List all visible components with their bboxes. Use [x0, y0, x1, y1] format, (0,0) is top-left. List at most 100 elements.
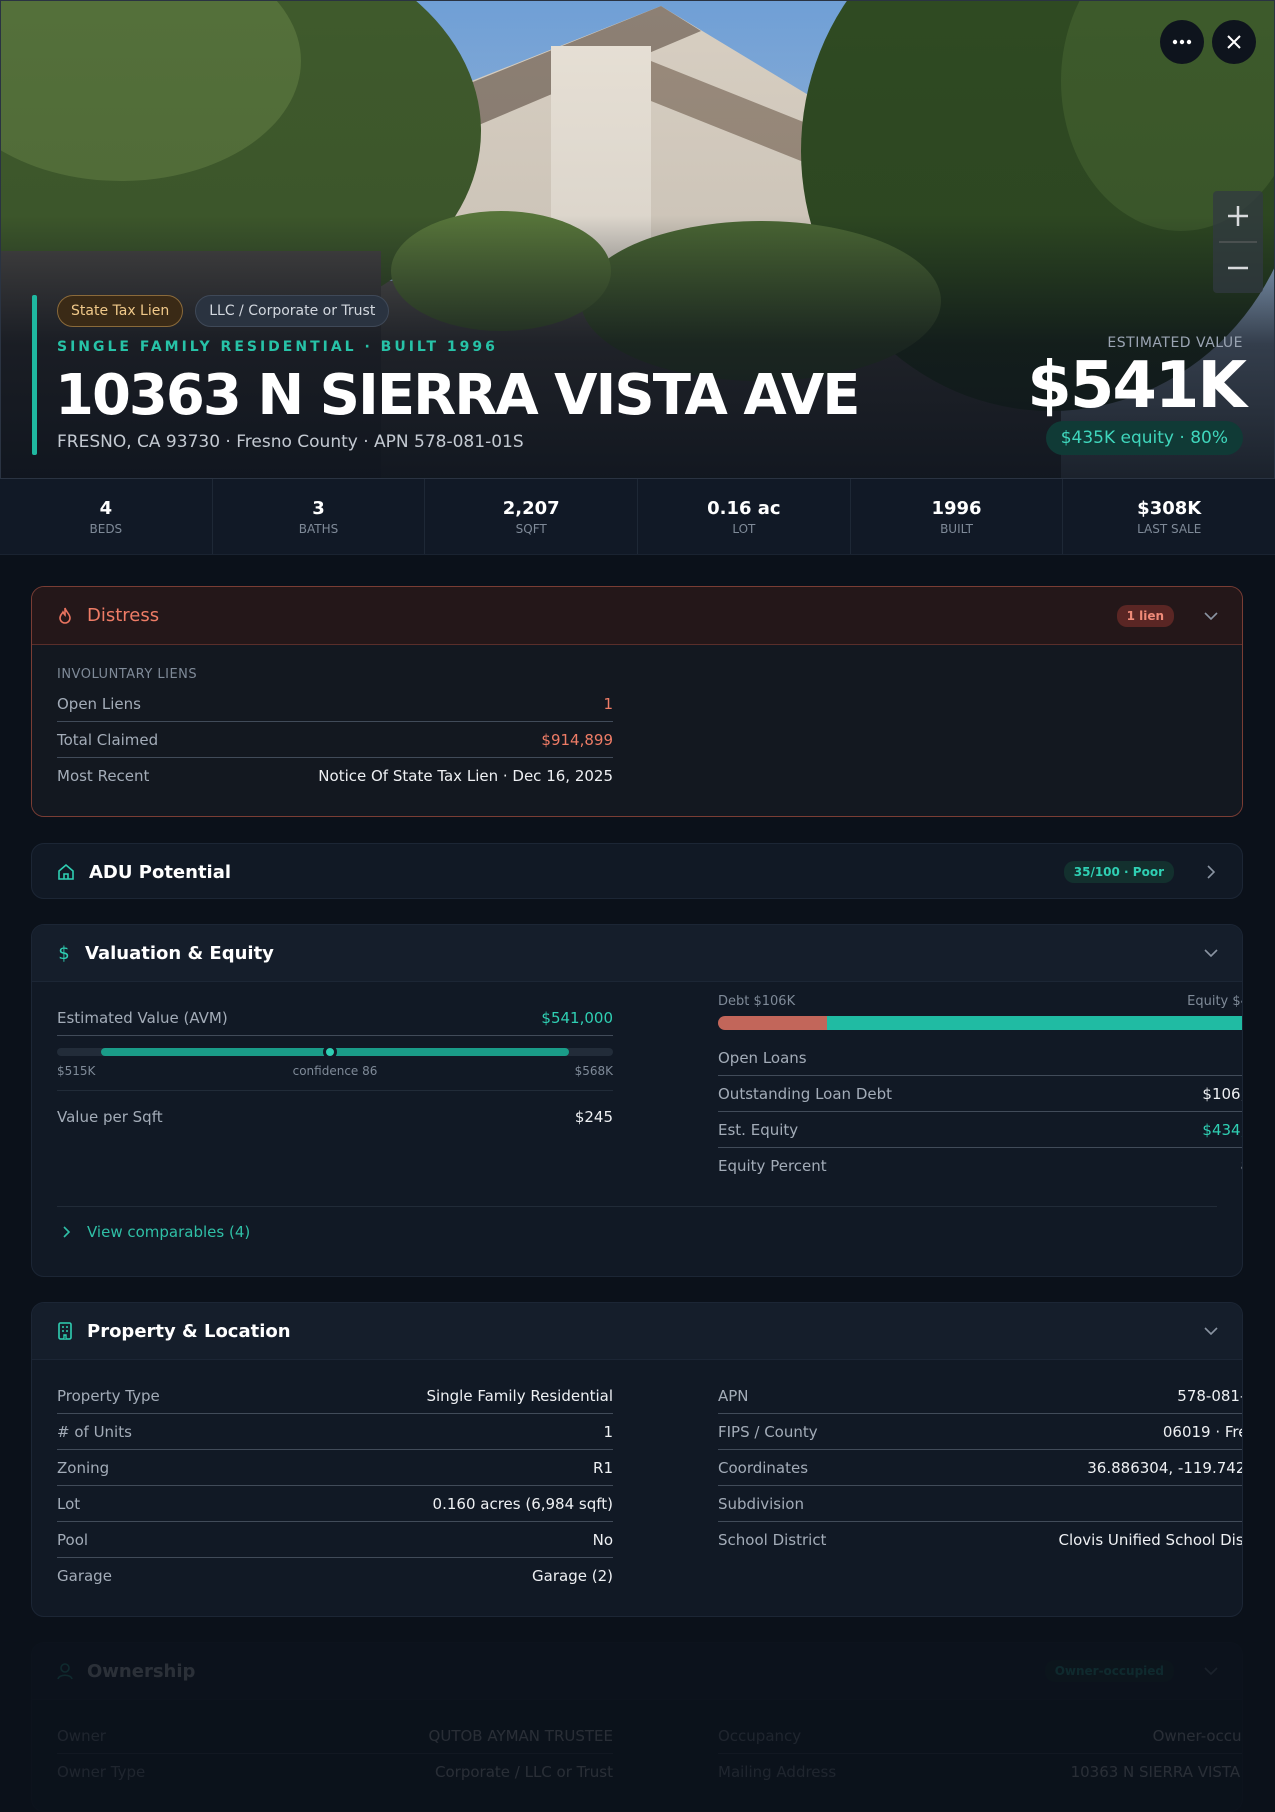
card-title: Distress	[87, 605, 160, 626]
hero-shade	[1, 1, 1274, 478]
stat-value: 4	[99, 498, 113, 519]
zoom-control	[1213, 191, 1263, 293]
score-badge: 35/100 · Poor	[1063, 861, 1174, 883]
row-label: APN	[718, 1386, 749, 1405]
equity-badge: $435K equity · 80%	[1045, 421, 1243, 455]
chevron	[1204, 1327, 1218, 1335]
detail-row: Owner Type Corporate / LLC or Trust	[57, 1754, 613, 1790]
columns: Owner QUTOB AYMAN TRUSTEE Owner Type Corpor…	[57, 1718, 1242, 1790]
columns: Estimated Value (AVM) $541,000 $515K con…	[57, 994, 1242, 1184]
row-label: Outstanding Loan Debt	[718, 1084, 892, 1103]
row-label: Equity Percent	[718, 1157, 827, 1175]
row-value: $914,899	[541, 730, 613, 749]
ownership-card: Ownership Owner-occupied Owner QUTOB AYMA…	[31, 1642, 1243, 1812]
detail-row: Property Type Single Family Residential	[57, 1378, 613, 1414]
svg-text:$: $	[58, 943, 69, 963]
row-value: R1	[593, 1458, 613, 1477]
detail-row: Outstanding Loan Debt $106,135	[718, 1076, 1242, 1112]
detail-row: Pool No	[57, 1522, 613, 1558]
row-label: Pool	[57, 1530, 89, 1549]
stat-label: LAST SALE	[1137, 522, 1202, 536]
chevron	[1204, 611, 1218, 620]
detail-row: Estimated Value (AVM) $541,000	[57, 1000, 613, 1036]
comparables-link[interactable]: View comparables (4)	[57, 1206, 1217, 1241]
stat-label: LOT	[732, 522, 756, 536]
row-label: Value per Sqft	[57, 1108, 163, 1126]
hero: State Tax Lien LLC / Corporate or Trust S…	[0, 0, 1275, 479]
detail-row: Mailing Address 10363 N SIERRA VISTA AVE	[718, 1754, 1242, 1790]
card-title: Valuation & Equity	[85, 942, 274, 964]
range-track	[57, 1045, 613, 1059]
detail-row: Garage Garage (2)	[57, 1558, 613, 1594]
card-header[interactable]: Property & Location	[32, 1303, 1242, 1359]
stat-cell: 0.16 ac LOT	[638, 479, 851, 554]
row-value: Notice Of State Tax Lien · Dec 16, 2025	[318, 767, 613, 785]
close-button[interactable]	[1212, 20, 1256, 64]
left-column: Owner QUTOB AYMAN TRUSTEE Owner Type Corpor…	[57, 1718, 613, 1790]
chevron	[1204, 949, 1218, 957]
occupancy-badge: Owner-occupied	[1044, 1660, 1174, 1682]
stat-cell: 3 BATHS	[213, 479, 426, 554]
stat-value: 2,207	[502, 498, 560, 519]
dollar-icon: $	[58, 943, 69, 963]
card-body: INVOLUNTARY LIENS Open Liens 1 Total Claim…	[32, 644, 1242, 816]
card-header[interactable]: $ Valuation & Equity	[32, 925, 1242, 981]
row-label: Property Type	[57, 1386, 160, 1405]
debt-label: Debt $106K	[718, 994, 796, 1009]
zoom-icons[interactable]	[1213, 191, 1263, 293]
detail-row: School District Clovis Unified School Dis…	[718, 1522, 1242, 1558]
stat-cell: $308K LAST SALE	[1063, 479, 1275, 554]
left-column: Property Type Single Family Residential # …	[57, 1378, 613, 1594]
detail-row: Lot 0.160 acres (6,984 sqft)	[57, 1486, 613, 1522]
debt-segment	[718, 1016, 828, 1030]
row-value: 10363 N SIERRA VISTA AVE	[1070, 1763, 1242, 1781]
row-label: Owner Type	[57, 1763, 146, 1781]
row-label: Open Liens	[57, 694, 141, 713]
detail-row: APN 578-081-01S	[718, 1378, 1242, 1414]
stat-label: SQFT	[515, 522, 547, 536]
detail-row: FIPS / County 06019 · Fresno	[718, 1414, 1242, 1450]
row-value: 0.160 acres (6,984 sqft)	[432, 1494, 613, 1513]
right-column: APN 578-081-01S FIPS / County 06019 · Fresn…	[718, 1378, 1242, 1594]
close-icon	[1227, 35, 1241, 49]
flame-icon	[59, 607, 71, 624]
building-icon	[58, 1322, 72, 1340]
row-label: Estimated Value (AVM)	[57, 1008, 228, 1027]
person-icon	[57, 1663, 73, 1680]
row-label: Total Claimed	[57, 730, 159, 749]
property-card: Property & Location Property Type Single …	[31, 1302, 1243, 1617]
tag-badge: LLC / Corporate or Trust	[195, 295, 390, 327]
address: 10363 N SIERRA VISTA AVE	[55, 363, 861, 428]
row-value: QUTOB AYMAN TRUSTEE	[428, 1726, 613, 1745]
estimated-value: $541K	[1027, 349, 1247, 423]
detail-row: Zoning R1	[57, 1450, 613, 1486]
row-value: Garage (2)	[532, 1567, 613, 1585]
debt-equity-bar	[718, 1016, 1242, 1030]
row-value: Owner-occupied	[1152, 1726, 1242, 1745]
row-label: Mailing Address	[718, 1763, 837, 1781]
range-high: $568K	[574, 1064, 613, 1078]
stat-cell: 2,207 SQFT	[425, 479, 639, 554]
row-label: Most Recent	[57, 767, 150, 785]
row-label: Coordinates	[718, 1458, 809, 1477]
detail-row: Equity Percent 80%	[718, 1148, 1242, 1184]
dots-icon	[1172, 39, 1192, 45]
card-header[interactable]: ADU Potential 35/100 · Poor	[32, 844, 1242, 898]
chevron	[1207, 865, 1215, 879]
card-body: Estimated Value (AVM) $541,000 $515K con…	[32, 981, 1242, 1241]
chevron	[63, 1226, 71, 1238]
card-header[interactable]: Ownership Owner-occupied	[32, 1643, 1242, 1699]
card-header[interactable]: Distress 1 lien	[32, 587, 1242, 644]
row-label: Zoning	[57, 1458, 110, 1477]
stat-value: 3	[312, 498, 325, 519]
row-value: Corporate / LLC or Trust	[435, 1763, 613, 1781]
range-low: $515K	[57, 1064, 96, 1078]
row-value: $541,000	[541, 1008, 613, 1027]
card-body: Property Type Single Family Residential # …	[32, 1359, 1242, 1594]
more-button[interactable]	[1160, 20, 1204, 64]
detail-row: Open Liens 1	[57, 686, 613, 722]
row-label: Lot	[57, 1494, 81, 1513]
detail-row: Est. Equity $434,865	[718, 1112, 1242, 1148]
card-title: Ownership	[87, 1660, 196, 1682]
